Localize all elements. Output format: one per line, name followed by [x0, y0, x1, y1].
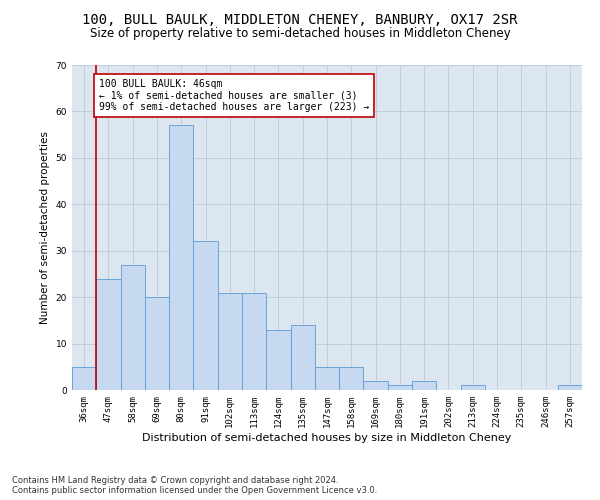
Bar [364, 380, 388, 390]
Bar [218, 292, 242, 390]
Bar [412, 380, 436, 390]
Bar [388, 386, 412, 390]
Bar [121, 264, 145, 390]
Text: Contains HM Land Registry data © Crown copyright and database right 2024.
Contai: Contains HM Land Registry data © Crown c… [12, 476, 377, 495]
Text: 100, BULL BAULK, MIDDLETON CHENEY, BANBURY, OX17 2SR: 100, BULL BAULK, MIDDLETON CHENEY, BANBU… [82, 12, 518, 26]
Y-axis label: Number of semi-detached properties: Number of semi-detached properties [40, 131, 50, 324]
Bar [315, 367, 339, 390]
X-axis label: Distribution of semi-detached houses by size in Middleton Cheney: Distribution of semi-detached houses by … [142, 432, 512, 442]
Bar [242, 292, 266, 390]
Text: Size of property relative to semi-detached houses in Middleton Cheney: Size of property relative to semi-detach… [89, 28, 511, 40]
Bar [290, 325, 315, 390]
Bar [266, 330, 290, 390]
Bar [558, 386, 582, 390]
Text: 100 BULL BAULK: 46sqm
← 1% of semi-detached houses are smaller (3)
99% of semi-d: 100 BULL BAULK: 46sqm ← 1% of semi-detac… [99, 79, 369, 112]
Bar [145, 297, 169, 390]
Bar [169, 126, 193, 390]
Bar [461, 386, 485, 390]
Bar [339, 367, 364, 390]
Bar [72, 367, 96, 390]
Bar [193, 242, 218, 390]
Bar [96, 278, 121, 390]
